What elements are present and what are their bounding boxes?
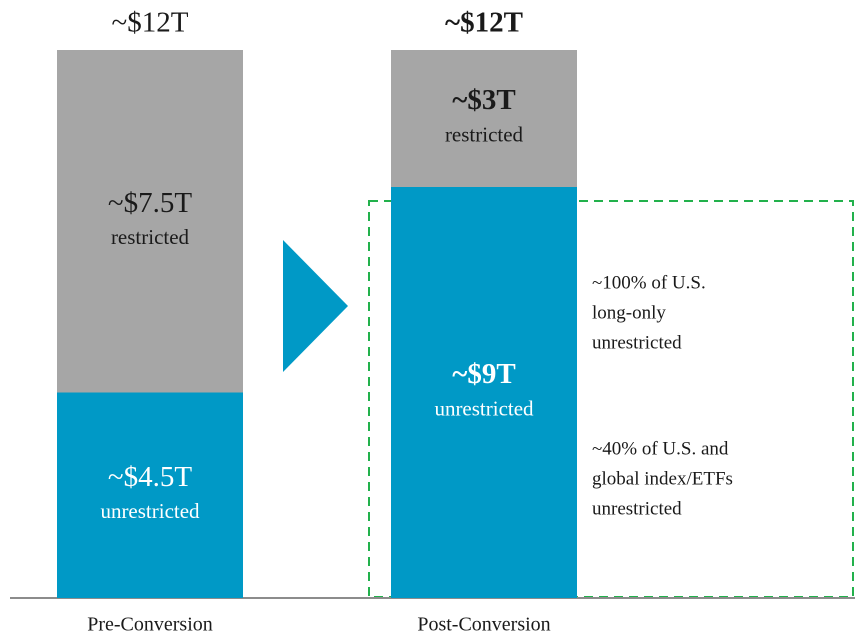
highlight-box — [368, 200, 854, 598]
series-label: restricted — [111, 225, 190, 249]
annotation: ~100% of U.S. — [592, 272, 706, 293]
annotation: unrestricted — [592, 498, 682, 519]
annotation: long-only — [592, 302, 666, 323]
series-label: restricted — [445, 122, 524, 146]
arrow — [283, 240, 348, 372]
series-label: unrestricted — [100, 499, 200, 523]
bar-segment — [391, 187, 577, 598]
annotation: global index/ETFs — [592, 468, 733, 489]
total-label: ~$12T — [112, 7, 189, 39]
annotation: unrestricted — [592, 332, 682, 353]
category-label: Pre-Conversion — [87, 614, 213, 636]
bar-segment — [57, 50, 243, 393]
bar-segment — [391, 50, 577, 187]
value-label: ~$4.5T — [108, 461, 192, 493]
annotation: ~40% of U.S. and — [592, 438, 729, 459]
category-label: Post-Conversion — [417, 614, 550, 636]
value-label: ~$7.5T — [108, 187, 192, 219]
value-label: ~$9T — [452, 358, 515, 390]
value-label: ~$3T — [452, 84, 515, 116]
bar-segment — [57, 392, 243, 598]
series-label: unrestricted — [434, 396, 534, 420]
total-label: ~$12T — [445, 7, 523, 39]
